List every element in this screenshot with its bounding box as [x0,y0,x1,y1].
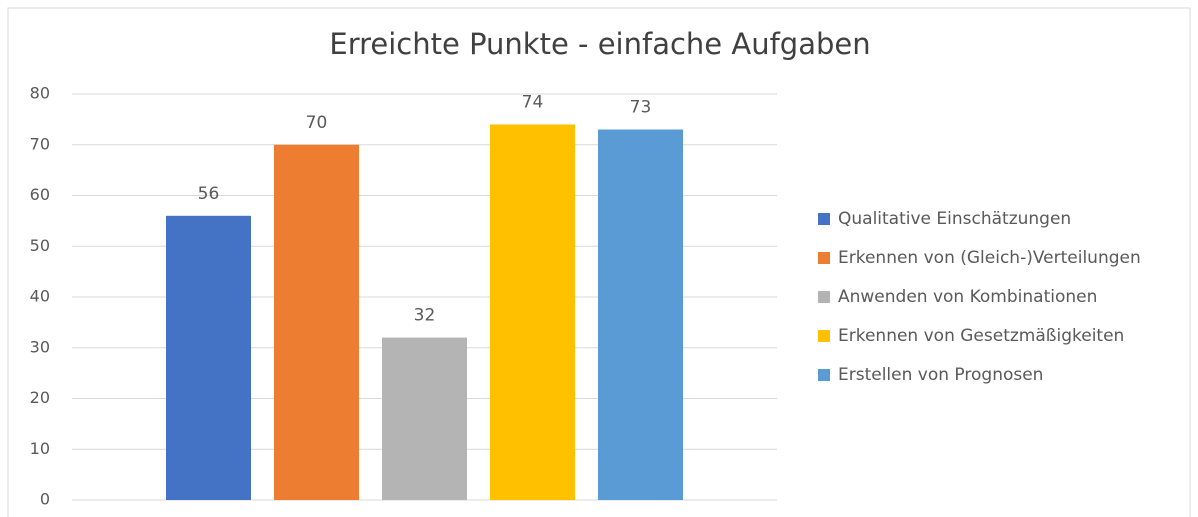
legend-swatch [818,330,830,342]
legend-label: Qualitative Einschätzungen [838,209,1071,229]
y-tick-label: 70 [30,134,50,153]
y-tick-label: 40 [30,287,50,306]
legend-swatch [818,252,830,264]
chart-title: Erreichte Punkte - einfache Aufgaben [329,27,870,61]
bar [382,337,467,500]
bar [598,129,683,500]
legend-swatch [818,369,830,381]
y-tick-label: 50 [30,236,50,255]
y-tick-label: 30 [30,337,50,356]
value-label: 74 [522,92,544,112]
value-label: 56 [198,184,220,204]
value-label: 70 [306,113,328,133]
value-label: 32 [414,306,436,326]
y-tick-label: 10 [30,439,50,458]
legend-label: Erkennen von (Gleich-)Verteilungen [838,248,1141,268]
legend-swatch [818,213,830,225]
y-tick-label: 80 [30,84,50,103]
legend-label: Erstellen von Prognosen [838,365,1043,385]
bar [274,144,359,500]
bar [166,215,251,501]
legend-label: Anwenden von Kombinationen [838,287,1097,307]
value-label: 73 [630,98,652,118]
y-tick-label: 20 [30,388,50,407]
bar [490,124,575,500]
y-tick-label: 0 [40,490,50,509]
y-tick-label: 60 [30,185,50,204]
legend-label: Erkennen von Gesetzmäßigkeiten [838,326,1124,346]
legend-swatch [818,291,830,303]
